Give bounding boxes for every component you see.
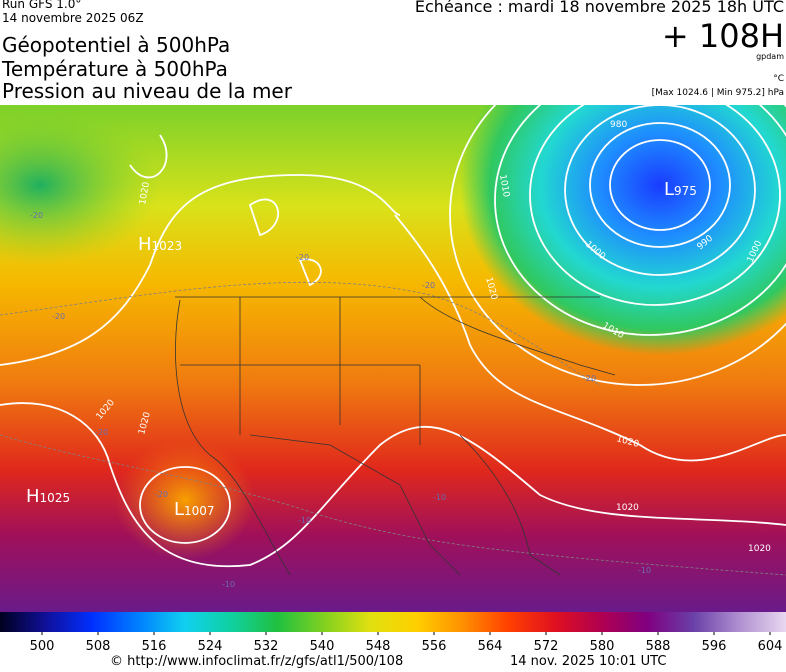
isobar-label: 1020 [138,181,152,206]
colorbar [0,612,786,632]
cold-pool [0,105,160,265]
colorbar-label: 548 [366,639,391,654]
isotherm-label: -20 [422,281,435,290]
source: © http://www.infoclimat.fr/z/gfs/atl1/50… [110,654,404,669]
pressure-center: L975 [664,179,697,200]
run-date: 14 novembre 2025 06Z [2,11,144,25]
isotherm-label: -20 [155,490,168,499]
isotherm-label: -10 [222,580,235,589]
isobar-label: 1020 [748,544,771,554]
isobar-label: 1010 [497,174,511,199]
isobars [0,105,786,568]
colorbar-label: 500 [30,639,55,654]
isotherm-label: -20 [30,211,43,220]
warm-pool [115,440,255,560]
isotherms [0,281,786,576]
borders [175,296,616,576]
echeance: Echéance : mardi 18 novembre 2025 18h UT… [414,0,784,16]
range: [Max 1024.6 | Min 975.2] hPa [651,88,784,98]
isotherm-label: -20 [95,428,108,437]
colorbar-label: 564 [478,639,503,654]
isobar-label: 1020 [616,503,639,513]
title: Température à 500hPa [2,57,228,81]
pressure-center: H1025 [26,486,70,507]
title: Pression au niveau de la mer [2,79,292,103]
isotherm-label: -10 [433,493,446,502]
colorbar-label: 524 [198,639,223,654]
pressure-center: H1023 [138,234,182,255]
colorbar-label: 596 [702,639,727,654]
colorbar-label: 508 [86,639,111,654]
colorbar-label: 588 [646,639,671,654]
colorbar-label: 532 [254,639,279,654]
run: Run GFS 1.0° [2,0,82,11]
isotherm-label: -10 [638,566,651,575]
isotherm-label: -20 [296,253,309,262]
colorbar-label: 556 [422,639,447,654]
pressure-center: L1007 [174,499,215,520]
colorbar-label: 580 [590,639,615,654]
lead-time: + 108H [661,17,784,55]
colorbar-label: 516 [142,639,167,654]
colorbar-axis: 500 508 516 524 532 540 548 556 564 572 580 588 596 6… [30,632,783,654]
isotherm-label: -10 [298,516,311,525]
cold-pool [460,105,786,355]
colorbar-label: 572 [534,639,559,654]
isotherm-label: -20 [52,312,65,321]
isotherm-label: -20 [583,374,596,383]
map: H1023 L975 H1025 L1007 1020 1010 1000 99… [0,105,786,612]
timestamp: 14 nov. 2025 10:01 UTC [510,654,667,669]
unit: °C [773,74,784,84]
title: Géopotentiel à 500hPa [2,33,231,57]
colorbar-label: 604 [758,639,783,654]
unit: gpdam [756,52,784,61]
colorbar-label: 540 [310,639,335,654]
isobar-label: 980 [610,120,627,130]
